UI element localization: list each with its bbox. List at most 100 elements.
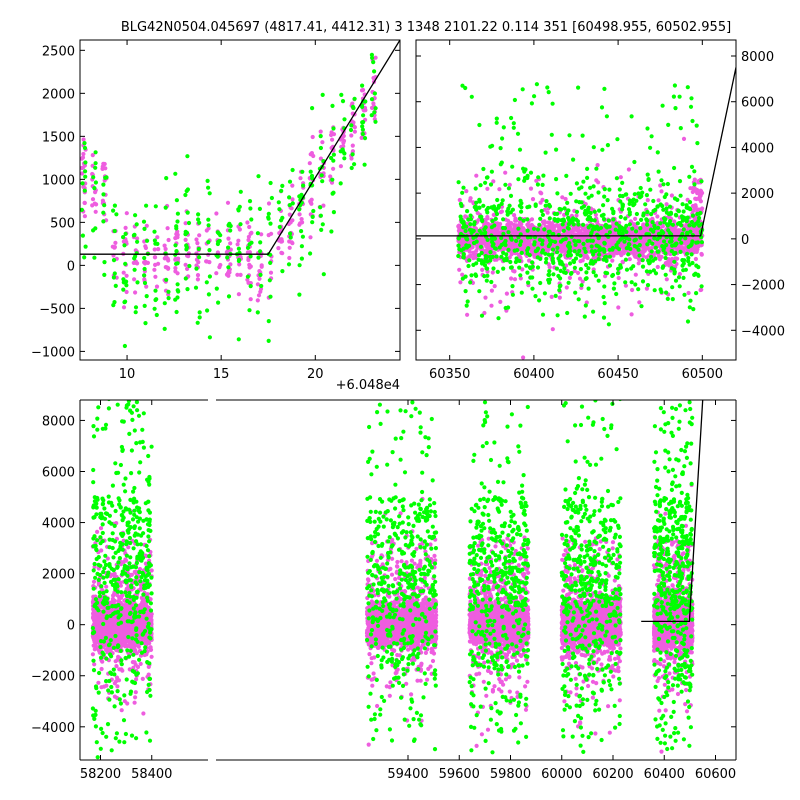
data-point [349, 165, 354, 171]
data-point [553, 218, 558, 223]
data-point [92, 201, 97, 206]
data-point [687, 200, 693, 205]
data-point [602, 86, 607, 91]
data-point [693, 256, 699, 262]
data-point [556, 225, 562, 230]
data-point [503, 170, 508, 175]
data-point [486, 228, 491, 233]
data-point [154, 284, 160, 289]
data-point [92, 186, 97, 191]
data-point [101, 192, 106, 197]
data-point [479, 218, 485, 223]
data-point [555, 245, 560, 250]
data-point [330, 177, 335, 182]
data-point [174, 198, 179, 203]
data-point [482, 310, 487, 316]
data-point [246, 237, 251, 243]
data-point [588, 185, 593, 190]
data-point [501, 231, 506, 236]
data-point [685, 319, 691, 324]
y-tick-label: 2000 [42, 87, 75, 102]
data-point [351, 120, 356, 125]
data-point [683, 236, 688, 241]
data-point [527, 225, 532, 230]
data-point [495, 227, 500, 232]
data-point [300, 220, 305, 225]
data-point [519, 222, 524, 227]
data-point [80, 207, 84, 212]
data-point [488, 258, 493, 263]
data-point [236, 246, 241, 251]
data-point [457, 247, 462, 252]
x-tick-label: 60500 [682, 367, 723, 382]
data-point [680, 263, 685, 268]
data-point [91, 228, 96, 233]
data-point [591, 309, 596, 314]
data-point [152, 229, 157, 234]
data-point [559, 218, 564, 223]
data-point [268, 260, 273, 265]
data-point [470, 245, 475, 250]
data-point [530, 260, 535, 265]
data-point [545, 85, 550, 90]
data-point [521, 237, 527, 242]
data-point [476, 253, 481, 258]
data-point [610, 258, 615, 263]
data-point [670, 256, 675, 261]
data-point [245, 245, 251, 250]
data-point [329, 130, 334, 135]
data-point [647, 261, 652, 266]
data-point [496, 239, 501, 245]
data-point [310, 220, 315, 225]
data-point [266, 338, 271, 343]
data-point [542, 227, 547, 232]
data-point [297, 212, 302, 217]
data-point [543, 260, 549, 265]
x-tick-label: 60450 [597, 367, 638, 382]
data-point [153, 204, 158, 209]
data-point [372, 110, 377, 115]
data-point [216, 239, 221, 244]
data-point [673, 241, 679, 246]
data-point [652, 223, 657, 228]
data-point [206, 185, 211, 190]
data-point [512, 277, 518, 282]
data-point [235, 242, 240, 247]
data-point [607, 254, 613, 259]
data-point [514, 256, 519, 261]
data-point [699, 251, 704, 257]
data-point [655, 249, 660, 254]
data-point [585, 166, 590, 171]
data-point [681, 268, 686, 273]
data-point [640, 264, 646, 269]
data-point [627, 201, 632, 206]
data-point [618, 199, 623, 204]
y-tick-label: 4000 [741, 141, 774, 156]
data-point [633, 272, 638, 277]
data-point [514, 238, 519, 243]
data-point [535, 265, 541, 270]
data-point [583, 249, 588, 254]
data-point [678, 193, 683, 198]
data-point [135, 280, 140, 285]
data-point [620, 207, 625, 212]
data-point [566, 250, 571, 255]
data-point [673, 278, 679, 283]
data-point [585, 238, 590, 243]
data-point [133, 260, 138, 265]
data-point [537, 222, 542, 227]
data-point [510, 268, 516, 273]
data-point [575, 270, 581, 275]
data-point [543, 203, 548, 208]
data-point [366, 742, 371, 747]
data-point [540, 248, 546, 253]
data-point [228, 241, 233, 246]
data-point [100, 164, 105, 169]
data-point [623, 283, 629, 288]
data-point [474, 239, 479, 244]
data-point [80, 233, 85, 238]
data-point [481, 203, 486, 208]
data-point [319, 173, 324, 178]
data-point [648, 145, 653, 150]
data-point [614, 251, 620, 256]
